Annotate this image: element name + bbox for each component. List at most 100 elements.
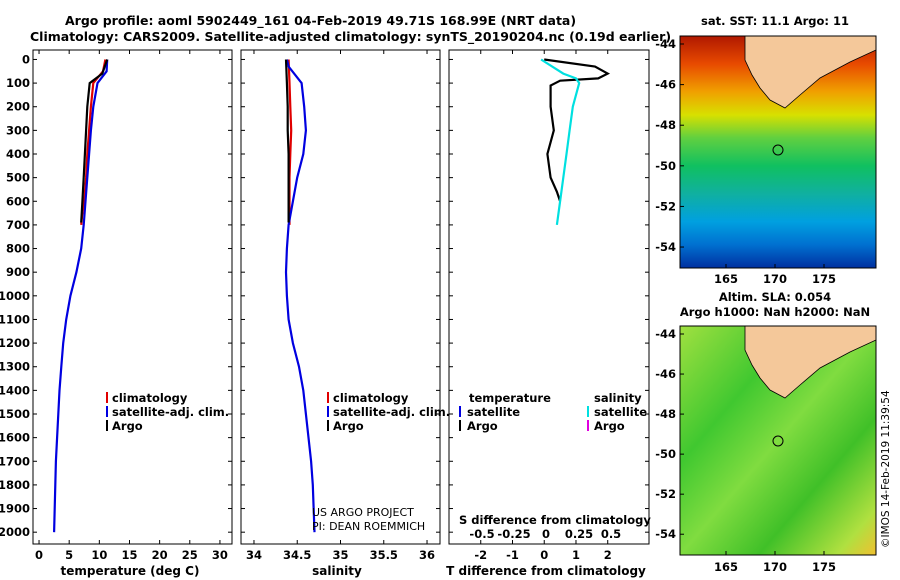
- x-tick-label: 0: [35, 548, 43, 562]
- series-satellite-adj-clim-: [53, 59, 109, 533]
- x-tick-label: 25: [182, 548, 198, 562]
- lat-tick-label: -54: [655, 240, 676, 254]
- project-annotation-1: US ARGO PROJECT: [312, 506, 414, 519]
- lon-tick-label: 175: [812, 560, 836, 574]
- depth-tick-label: 700: [6, 218, 30, 232]
- x-tick-label: 20: [152, 548, 168, 562]
- depth-tick-label: 1400: [0, 383, 30, 397]
- sla-map: Altim. SLA: 0.054 Argo h1000: NaN h2000:…: [655, 290, 877, 574]
- title-line-1: Argo profile: aoml 5902449_161 04-Feb-20…: [65, 13, 577, 28]
- lat-tick-label: -44: [655, 37, 676, 51]
- series-satellite-adj-clim-: [284, 59, 316, 533]
- x-tick-label: 36: [419, 548, 435, 562]
- x-tick-label: 35: [332, 548, 348, 562]
- legend-label-argo: Argo: [112, 419, 143, 433]
- x-tick-label: -2: [474, 548, 487, 562]
- x-tick-label: 30: [212, 548, 228, 562]
- legend-label-argo: Argo: [333, 419, 364, 433]
- sst-map-title: sat. SST: 11.1 Argo: 11: [701, 14, 849, 28]
- sst-axis-ticks: -44 -46 -48 -50 -52 -54 165 170 175: [655, 37, 836, 286]
- s-difference-label: S difference from climatology: [459, 513, 651, 527]
- lat-tick-label: -50: [655, 159, 676, 173]
- lat-tick-label: -46: [655, 367, 676, 381]
- depth-tick-label: 800: [6, 242, 30, 256]
- legend-label-climatology: climatology: [333, 391, 409, 405]
- legend-swatch-argo: [327, 420, 329, 431]
- depth-tick-label: 100: [6, 76, 30, 90]
- x-tick-label: 34: [246, 548, 262, 562]
- temperature-plot-frame: [32, 49, 233, 545]
- series-argo: [80, 59, 109, 223]
- sla-map-title-2: Argo h1000: NaN h2000: NaN: [680, 305, 870, 319]
- depth-tick-label: 1100: [0, 312, 30, 326]
- series-argo: [284, 59, 290, 223]
- lon-tick-label: 165: [714, 560, 738, 574]
- legend-temperature-heading: temperature: [469, 391, 551, 405]
- difference-panel: -2 -1 0 1 2 -0.5 -0.25 0 0.25 0.5: [448, 49, 650, 562]
- depth-tick-label: 1300: [0, 360, 30, 374]
- depth-tick-label: 1000: [0, 289, 30, 303]
- s-diff-tick-label: -0.5: [469, 527, 494, 541]
- x-tick-label: 35.5: [370, 548, 398, 562]
- x-tick-label: 0: [540, 548, 548, 562]
- lat-tick-label: -52: [655, 199, 676, 213]
- x-tick-label: 2: [604, 548, 612, 562]
- difference-plot-frame: [448, 49, 650, 545]
- depth-tick-label: 1900: [0, 502, 30, 516]
- x-tick-label: 5: [65, 548, 73, 562]
- difference-xlabel: T difference from climatology: [446, 564, 646, 578]
- salinity-plot-frame: [240, 49, 441, 545]
- salinity-xlabel: salinity: [312, 564, 362, 578]
- x-tick-label: 10: [91, 548, 107, 562]
- lat-tick-label: -46: [655, 78, 676, 92]
- salinity-legend: climatology satellite-adj. clim. Argo US…: [312, 391, 450, 533]
- legend-label-satellite: satellite-adj. clim.: [333, 405, 450, 419]
- s-diff-tick-label: 0.25: [565, 527, 593, 541]
- depth-tick-label: 600: [6, 194, 30, 208]
- legend-label-satellite: satellite-adj. clim.: [112, 405, 229, 419]
- depth-axis-labels: 0 100 200 300 400 500 600 700 800 900 1000 1100 1200…: [0, 52, 30, 539]
- x-tick-label: 1: [572, 548, 580, 562]
- project-annotation-2: PI: DEAN ROEMMICH: [312, 520, 425, 533]
- sst-map-frame: [679, 35, 877, 269]
- temperature-xlabel: temperature (deg C): [61, 564, 200, 578]
- depth-tick-label: 2000: [0, 525, 30, 539]
- salinity-panel: 34 34.5 35 35.5 36: [240, 49, 441, 562]
- s-diff-tick-label: 0: [542, 527, 550, 541]
- legend-label-s-argo: Argo: [594, 419, 625, 433]
- title-line-2: Climatology: CARS2009. Satellite-adjuste…: [30, 29, 672, 44]
- series-temperature-argo: [544, 58, 611, 202]
- lat-tick-label: -52: [655, 487, 676, 501]
- legend-swatch-t-argo: [459, 420, 461, 431]
- lon-tick-label: 170: [763, 272, 787, 286]
- depth-tick-label: 300: [6, 123, 30, 137]
- lon-tick-label: 170: [763, 560, 787, 574]
- legend-label-climatology: climatology: [112, 391, 188, 405]
- sla-map-title-1: Altim. SLA: 0.054: [719, 290, 831, 304]
- x-tick-label: -1: [506, 548, 519, 562]
- legend-salinity-heading: salinity: [594, 391, 642, 405]
- sla-argo-position-marker: [772, 435, 784, 447]
- lat-tick-label: -44: [655, 327, 676, 341]
- legend-label-t-argo: Argo: [467, 419, 498, 433]
- legend-label-s-satellite: satellite: [594, 405, 647, 419]
- lon-tick-label: 175: [812, 272, 836, 286]
- sst-map: sat. SST: 11.1 Argo: 11 -44-46-48-50-52-…: [655, 14, 877, 286]
- depth-tick-label: 500: [6, 171, 30, 185]
- depth-tick-label: 900: [6, 265, 30, 279]
- depth-tick-label: 0: [22, 52, 30, 66]
- depth-tick-label: 200: [6, 100, 30, 114]
- x-tick-label: 15: [121, 548, 137, 562]
- sst-argo-position-marker: [772, 144, 784, 156]
- legend-swatch-satellite: [106, 406, 108, 417]
- depth-tick-label: 1500: [0, 407, 30, 421]
- depth-tick-label: 1200: [0, 336, 30, 350]
- s-diff-tick-label: 0.5: [601, 527, 621, 541]
- legend-swatch-argo: [106, 420, 108, 431]
- difference-legend: temperature satellite Argo salinity sate…: [459, 391, 651, 527]
- temperature-panel: 0 5 10 15 20 25 30: [32, 49, 233, 562]
- temperature-legend: climatology satellite-adj. clim. Argo: [106, 391, 229, 433]
- imos-credit: ©IMOS 14-Feb-2019 11:39:54: [880, 390, 892, 548]
- depth-tick-label: 400: [6, 147, 30, 161]
